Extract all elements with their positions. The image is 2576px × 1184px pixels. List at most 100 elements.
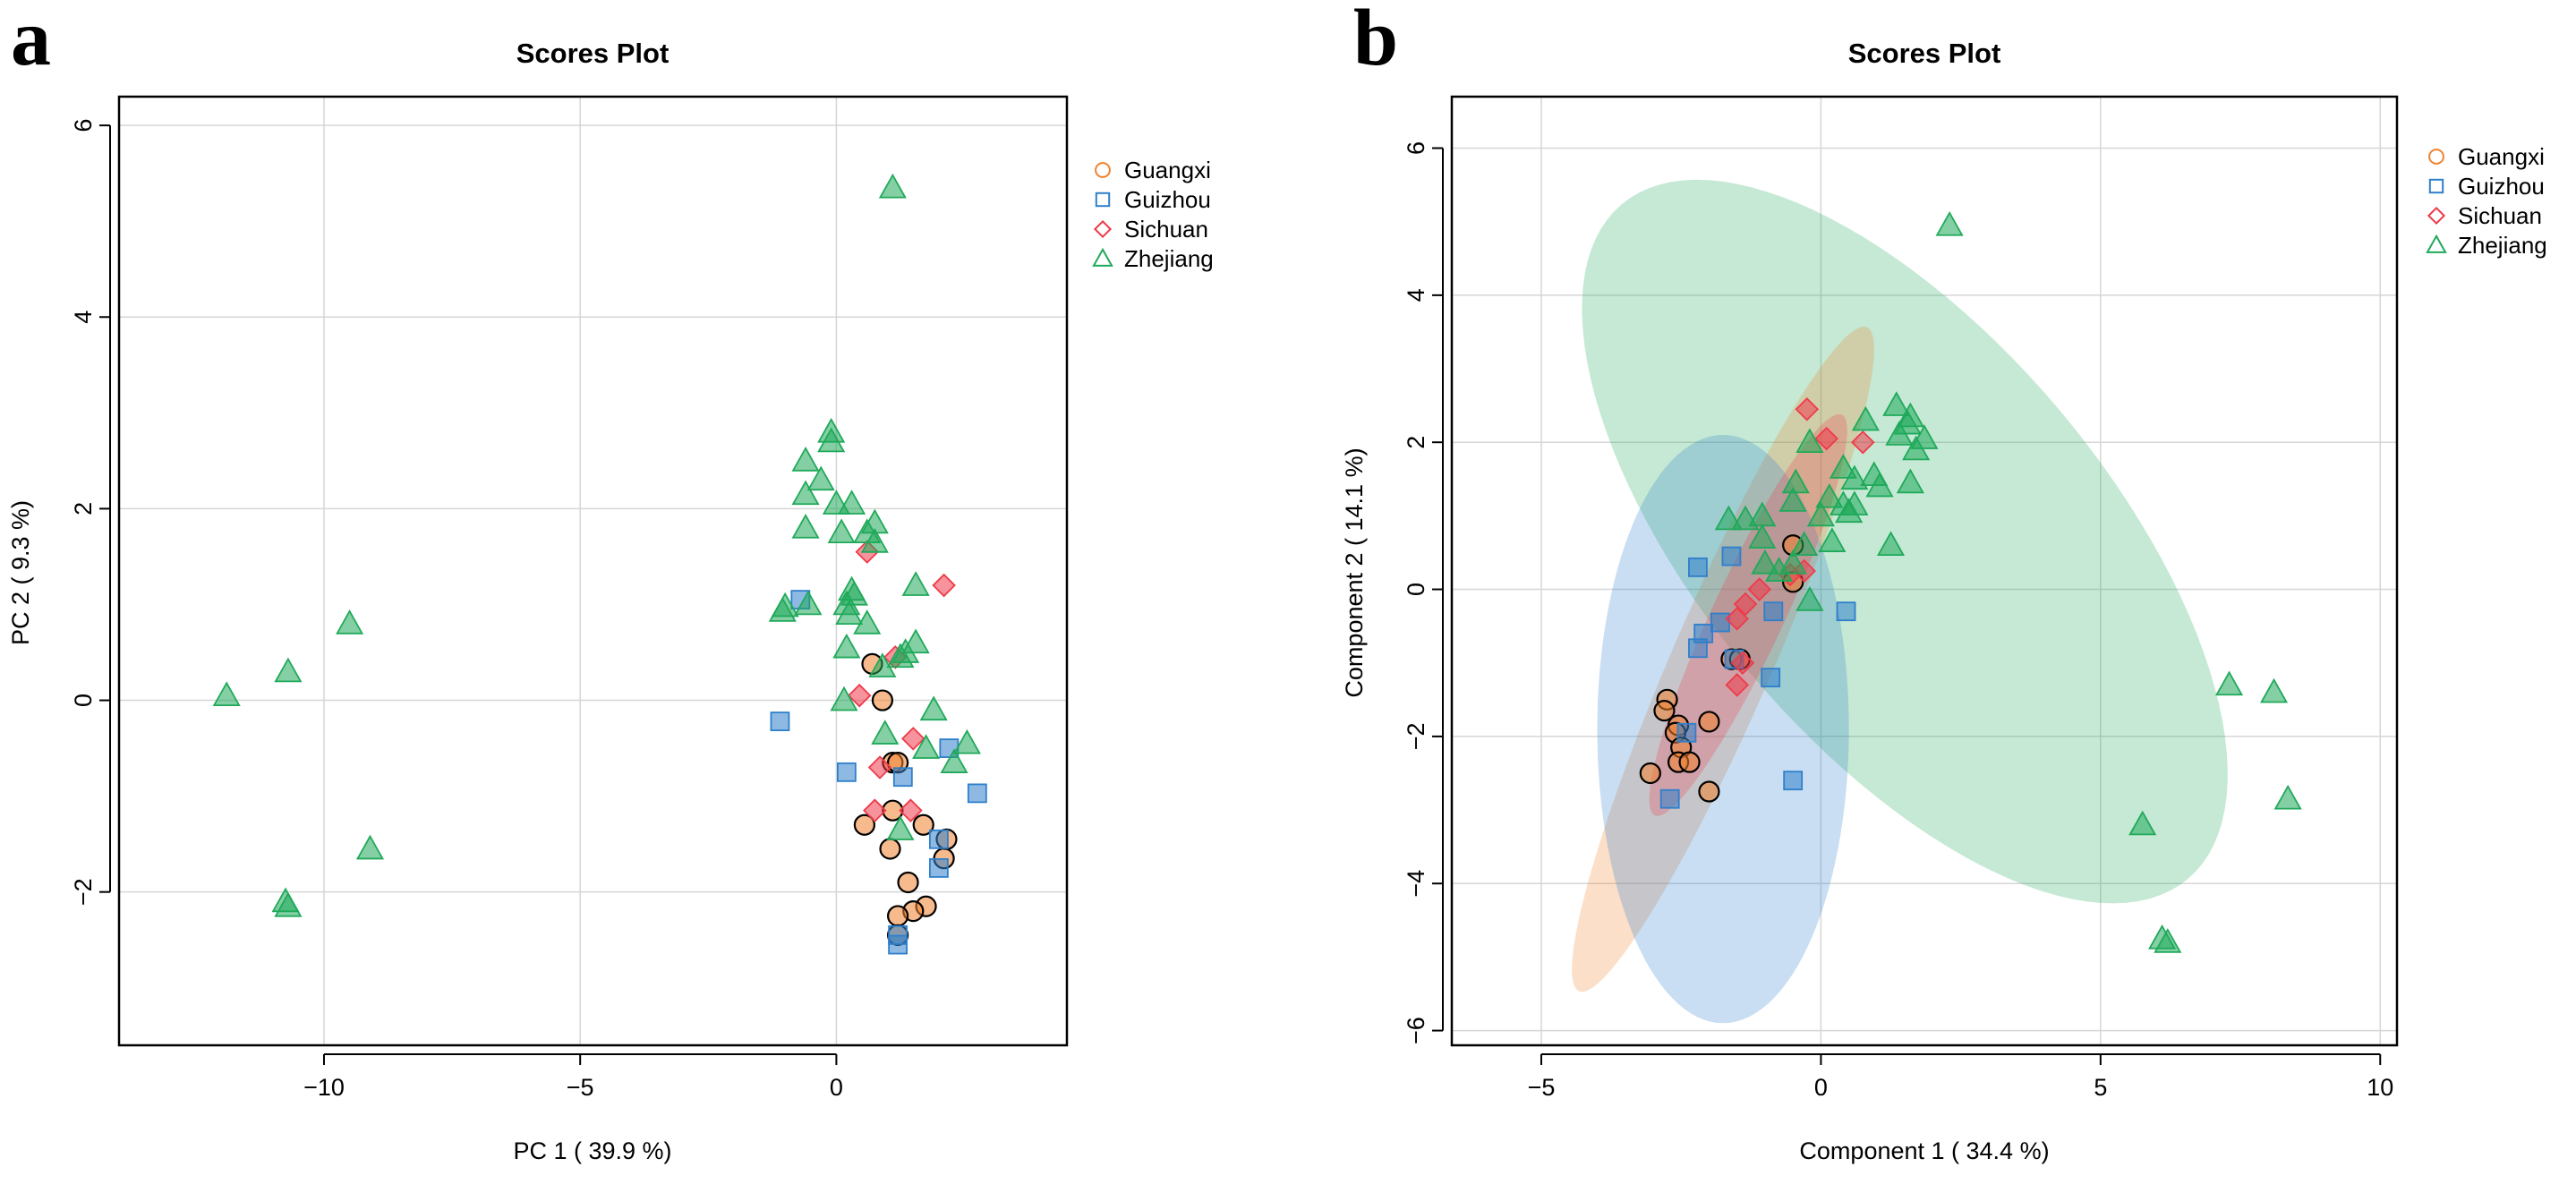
panel-b-points <box>1639 210 2302 953</box>
point-zhejiang <box>860 528 889 553</box>
legend-label-sichuan: Sichuan <box>2458 202 2542 229</box>
point-guangxi <box>1698 711 1720 733</box>
legend-marker-zhejiang <box>1092 247 1113 267</box>
point-zhejiang <box>768 597 797 622</box>
point-zhejiang <box>355 834 385 860</box>
point-zhejiang <box>830 686 858 711</box>
point-zhejiang <box>1902 435 1931 461</box>
point-zhejiang <box>1818 527 1847 552</box>
point-sichuan <box>900 727 925 751</box>
legend-label-guangxi: Guangxi <box>1124 157 1211 183</box>
point-zhejiang <box>919 695 948 721</box>
panel-b-letter: b <box>1353 0 1398 82</box>
y-tick-label: 6 <box>70 119 97 132</box>
legend-marker-guangxi <box>1095 162 1111 178</box>
legend-marker-guizhou <box>2428 178 2444 194</box>
point-zhejiang <box>1790 531 1819 557</box>
point-zhejiang <box>1751 549 1779 575</box>
y-tick-label: 6 <box>1403 141 1429 155</box>
point-zhejiang <box>791 447 820 472</box>
point-zhejiang <box>901 571 930 596</box>
point-sichuan <box>1747 577 1771 601</box>
point-zhejiang <box>827 518 856 543</box>
panel-b-title: Scores Plot <box>1848 38 2001 69</box>
panel-a-grid <box>119 97 1067 1045</box>
point-zhejiang <box>1851 405 1880 431</box>
panel-a-y-axis: −2 0 2 4 6 <box>70 119 111 906</box>
point-sichuan <box>1814 426 1838 451</box>
y-tick-label: 0 <box>1403 583 1429 596</box>
point-zhejiang <box>1806 501 1835 527</box>
point-zhejiang <box>1882 391 1911 416</box>
point-zhejiang <box>940 748 968 773</box>
panel-b-grid <box>1452 97 2397 1045</box>
point-guangxi <box>853 813 875 836</box>
point-guizhou <box>1763 601 1784 622</box>
ellipse-zhejiang <box>1582 179 2228 904</box>
point-zhejiang <box>1796 428 1824 454</box>
x-tick-label: 10 <box>2367 1074 2393 1101</box>
point-guizhou <box>1688 638 1708 659</box>
y-tick-label: 4 <box>1403 288 1429 302</box>
legend-label-zhejiang: Zhejiang <box>2458 232 2547 259</box>
y-tick-label: −4 <box>1403 870 1429 898</box>
legend-marker-guangxi <box>2428 149 2444 165</box>
panel-a-points <box>212 173 987 955</box>
point-sichuan <box>932 573 956 598</box>
point-guizhou <box>892 767 913 788</box>
point-zhejiang <box>1714 505 1743 531</box>
point-sichuan <box>863 798 887 822</box>
point-zhejiang <box>1885 421 1914 446</box>
point-guizhou <box>836 762 857 782</box>
point-zhejiang <box>912 734 941 759</box>
point-zhejiang <box>838 490 866 515</box>
point-guangxi <box>879 838 901 860</box>
point-sichuan <box>1733 592 1758 617</box>
point-guizhou <box>1836 601 1856 622</box>
y-tick-label: 2 <box>1403 436 1429 449</box>
point-zhejiang <box>794 590 823 616</box>
legend-marker-sichuan <box>1093 219 1113 239</box>
point-guizhou <box>770 711 790 732</box>
panel-a-plot-frame <box>117 95 1069 1047</box>
point-zhejiang <box>1865 472 1894 498</box>
panel-a-title: Scores Plot <box>516 38 670 69</box>
point-zhejiang <box>1896 468 1924 494</box>
x-tick-label: −10 <box>303 1074 345 1101</box>
point-guangxi <box>1698 780 1720 803</box>
point-zhejiang <box>2259 677 2289 703</box>
point-guangxi <box>912 813 934 836</box>
point-zhejiang <box>1731 505 1760 531</box>
legend-label-guangxi: Guangxi <box>2458 143 2545 170</box>
point-guangxi <box>1653 700 1676 722</box>
point-zhejiang <box>806 465 835 491</box>
panel-a-x-axis: −10 −5 0 <box>303 1053 843 1101</box>
point-guangxi <box>1639 762 1661 785</box>
legend-marker-zhejiang <box>2426 234 2447 253</box>
panel-b-x-axis: −5 0 5 10 <box>1528 1053 2393 1101</box>
point-zhejiang <box>868 652 897 677</box>
point-sichuan <box>899 798 923 822</box>
point-zhejiang <box>1935 210 1964 236</box>
point-guizhou <box>928 858 949 878</box>
x-tick-label: 0 <box>830 1074 843 1101</box>
y-tick-label: 2 <box>70 502 97 515</box>
point-zhejiang <box>1778 487 1807 512</box>
panel-a-x-axis-label: PC 1 ( 39.9 %) <box>513 1137 671 1164</box>
panel-b-x-axis-label: Component 1 ( 34.4 %) <box>1799 1137 2049 1164</box>
legend-label-guizhou: Guizhou <box>2458 173 2545 200</box>
panel-a-letter: a <box>11 0 51 82</box>
point-guangxi <box>897 871 919 894</box>
point-zhejiang <box>878 173 907 199</box>
point-zhejiang <box>2128 810 2157 836</box>
legend-marker-guizhou <box>1095 192 1111 208</box>
panel-b-y-axis: −6 −4 −2 0 2 4 6 <box>1403 141 1444 1044</box>
point-sichuan <box>847 683 872 708</box>
point-zhejiang <box>886 815 915 840</box>
point-sichuan <box>1795 396 1820 422</box>
point-guizhou <box>967 783 987 804</box>
y-tick-label: −6 <box>1403 1017 1429 1044</box>
point-zhejiang <box>1765 557 1794 582</box>
point-zhejiang <box>1829 454 1857 479</box>
